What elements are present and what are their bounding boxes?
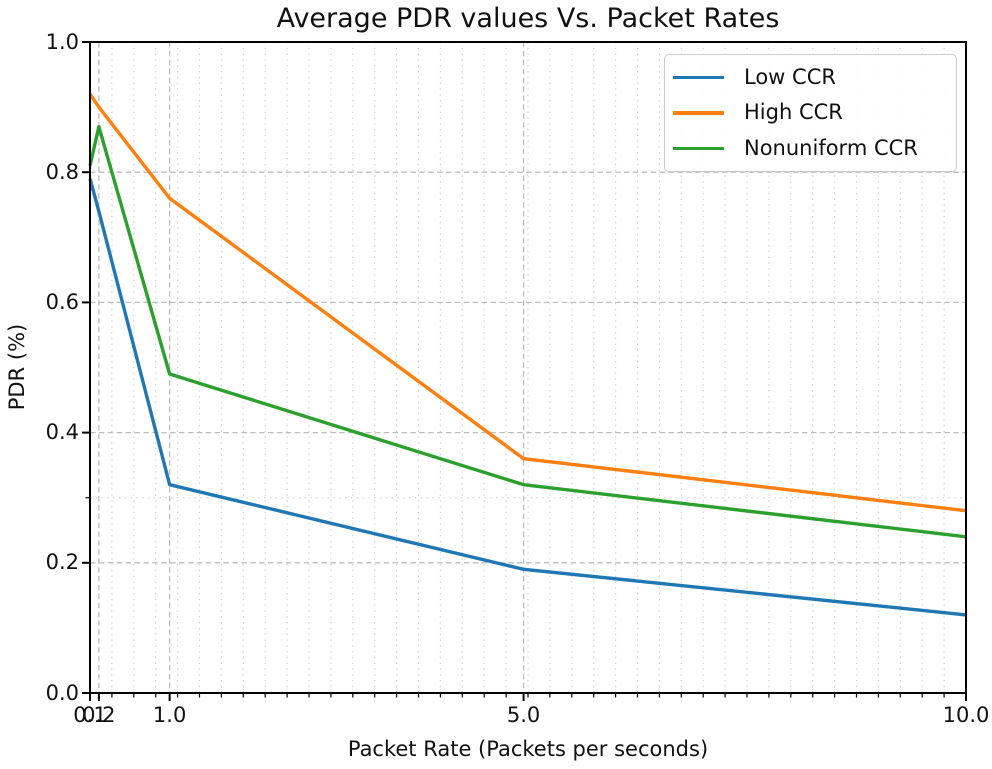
x-tick-label: 0.2	[82, 703, 116, 727]
series-line-nonuniform-ccr	[88, 124, 967, 539]
legend-label: High CCR	[744, 100, 843, 125]
legend-item-low-ccr: Low CCR	[673, 65, 944, 90]
y-tick-label: 1.0	[45, 29, 79, 54]
x-tick-label: 10.0	[942, 703, 990, 727]
legend-line-swatch	[673, 111, 724, 115]
legend: Low CCR High CCR Nonuniform CCR	[664, 54, 957, 172]
series-line-low-ccr	[88, 178, 967, 617]
legend-item-high-ccr: High CCR	[673, 100, 944, 125]
y-tick-label: 0.6	[45, 289, 79, 314]
y-tick-label: 0.2	[45, 550, 79, 575]
y-axis-label: PDR (%)	[5, 323, 29, 411]
legend-item-nonuniform-ccr: Nonuniform CCR	[673, 136, 944, 161]
chart-title: Average PDR values Vs. Packet Rates	[276, 3, 780, 34]
y-tick-label: 0.4	[45, 420, 79, 445]
x-axis-label: Packet Rate (Packets per seconds)	[347, 737, 709, 761]
x-tick-label: 1.0	[152, 703, 187, 727]
x-tick-label: 0.1	[73, 703, 107, 727]
legend-line-swatch	[673, 75, 724, 80]
y-tick-label: 0.8	[45, 159, 79, 184]
legend-label: Nonuniform CCR	[744, 135, 918, 160]
y-tick-label: 0.0	[45, 680, 79, 705]
x-tick-label: 5.0	[506, 703, 541, 727]
legend-label: Low CCR	[744, 65, 836, 90]
series-line-high-ccr	[88, 93, 967, 513]
legend-line-swatch	[673, 146, 724, 150]
